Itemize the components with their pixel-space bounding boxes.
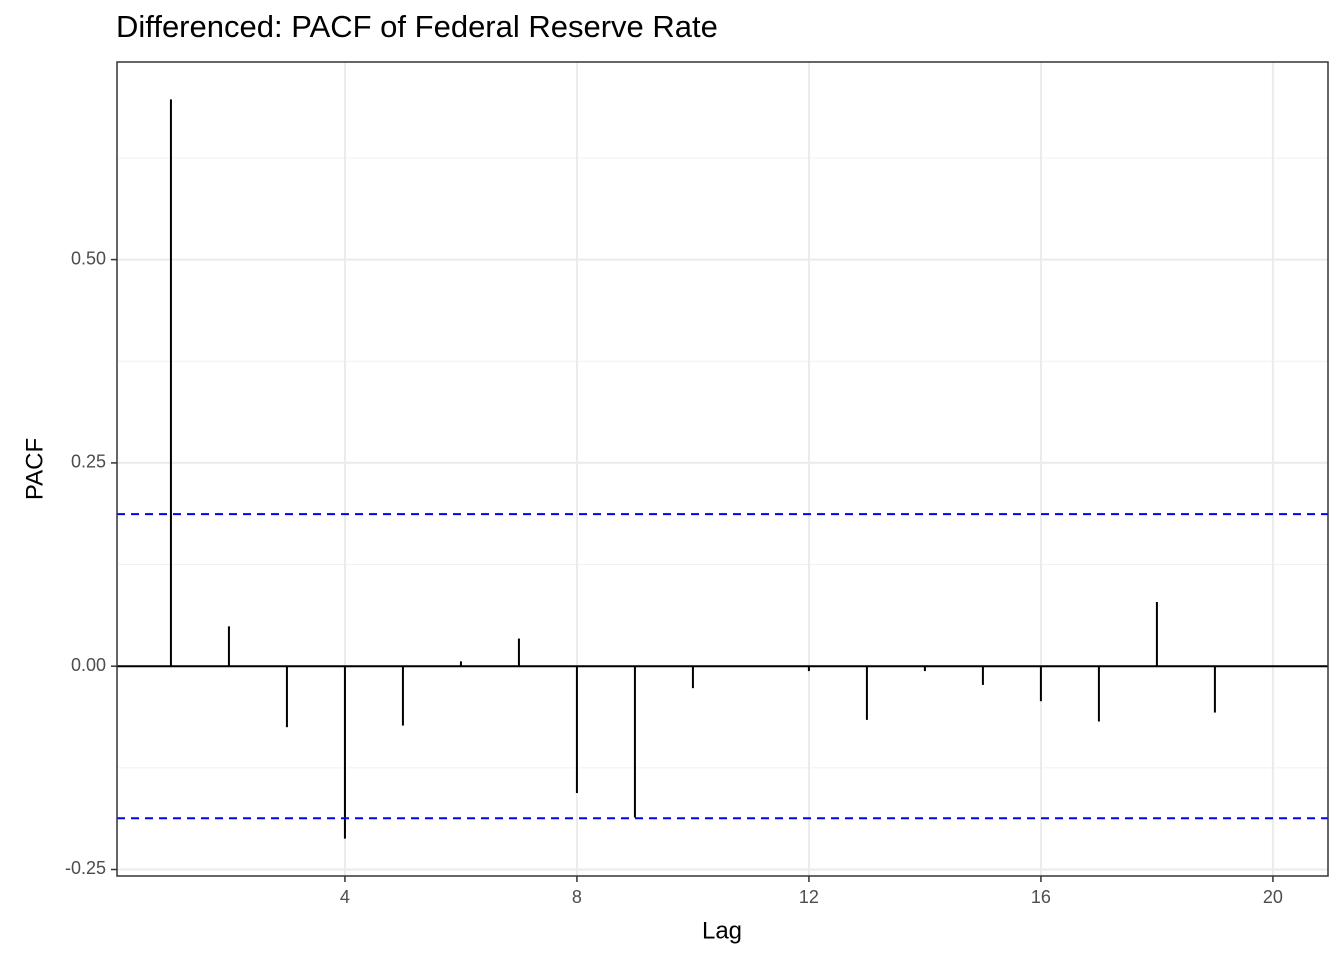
y-tick-label: 0.00 — [71, 655, 106, 675]
y-tick-label: 0.25 — [71, 452, 106, 472]
x-tick-label: 8 — [572, 887, 582, 907]
x-tick-label: 12 — [799, 887, 819, 907]
x-tick-label: 4 — [340, 887, 350, 907]
y-tick-label: -0.25 — [65, 858, 106, 878]
y-tick-label: 0.50 — [71, 248, 106, 268]
panel-border — [116, 61, 1329, 877]
x-tick-label: 20 — [1263, 887, 1283, 907]
y-axis-title: PACF — [21, 438, 48, 500]
x-tick-label: 16 — [1031, 887, 1051, 907]
x-axis-title: Lag — [702, 917, 742, 944]
chart-title: Differenced: PACF of Federal Reserve Rat… — [116, 9, 718, 44]
